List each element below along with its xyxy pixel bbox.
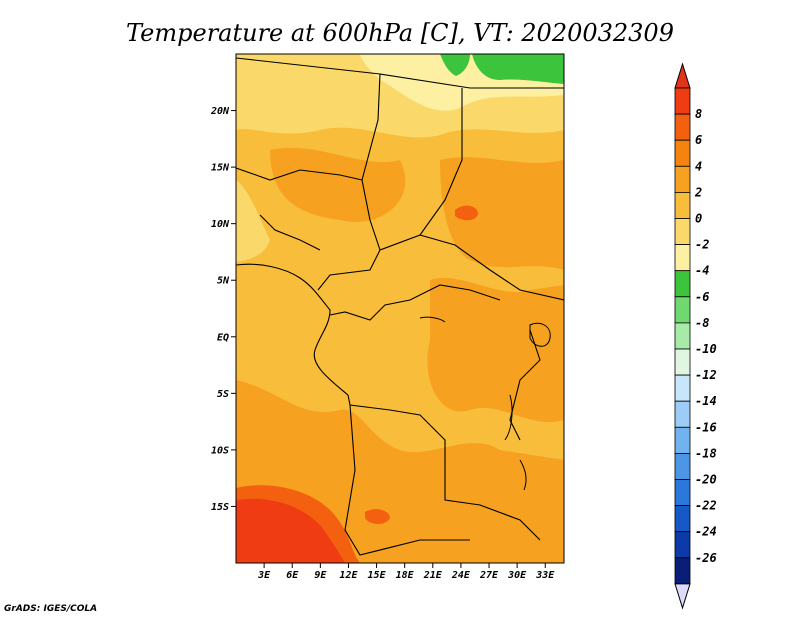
- colorbar-segment: [674, 191, 691, 219]
- colorbar-segment: [674, 426, 691, 454]
- lat-tick-label: 20N: [210, 106, 230, 117]
- colorbar-label: -8: [695, 316, 709, 330]
- lakes: [419, 316, 551, 491]
- temperature-field: [236, 54, 564, 563]
- lat-tick-label: 10S: [211, 445, 229, 456]
- field-band-warm-west: [270, 147, 406, 222]
- colorbar-segment: [674, 479, 691, 507]
- lon-tick-label: 3E: [257, 570, 271, 581]
- colorbar-segment: [674, 505, 691, 533]
- colorbar-bottom-arrow: [674, 583, 691, 610]
- colorbar-segment: [674, 452, 691, 480]
- grads-credit: GrADS: IGES/COLA: [4, 604, 98, 614]
- lon-tick-label: 12E: [339, 570, 358, 581]
- colorbar-segment: [674, 165, 691, 193]
- field-band-warm-northeast: [440, 157, 564, 270]
- longitude-ticks: 3E 6E 9E 12E 15E 18E 21E 24E 27E 30E 33E: [257, 563, 555, 581]
- field-hottest-southwest: [236, 498, 345, 563]
- colorbar-segment: [674, 139, 691, 167]
- colorbar-top-arrow: [674, 62, 691, 89]
- colorbar: [674, 62, 691, 610]
- colorbar-label: -24: [695, 525, 717, 539]
- lat-tick-label: 5S: [217, 389, 229, 400]
- colorbar-segment: [674, 87, 691, 115]
- figure-title: Temperature at 600hPa [C], VT: 202003230…: [126, 19, 674, 47]
- colorbar-segment: [674, 244, 691, 272]
- lon-tick-label: 6E: [286, 570, 299, 581]
- lat-tick-label: 10N: [211, 219, 230, 230]
- colorbar-label: -2: [695, 238, 709, 252]
- lon-tick-label: 15E: [368, 570, 387, 581]
- colorbar-segment: [674, 348, 691, 376]
- colorbar-label: -12: [695, 368, 717, 382]
- colorbar-segment: [674, 296, 691, 324]
- lat-tick-label: 15S: [211, 502, 229, 513]
- lon-tick-label: 21E: [423, 570, 443, 581]
- field-cold-patch-1: [440, 54, 470, 76]
- lat-tick-label: 5N: [217, 276, 230, 287]
- colorbar-label: 8: [695, 107, 702, 121]
- lon-tick-label: 18E: [396, 570, 415, 581]
- field-cold-patch-2: [472, 54, 564, 84]
- colorbar-label: 6: [695, 133, 702, 147]
- colorbar-label: 4: [695, 159, 702, 173]
- colorbar-segment: [674, 113, 691, 141]
- colorbar-segment: [674, 557, 691, 585]
- field-hot-spot-south: [365, 509, 390, 524]
- colorbar-label: -10: [695, 342, 717, 356]
- colorbar-label: -20: [695, 473, 717, 487]
- colorbar-label: -22: [695, 499, 717, 513]
- colorbar-label: -26: [695, 551, 717, 565]
- latitude-ticks: 20N 15N 10N 5N EQ 5S 10S 15S: [210, 106, 236, 513]
- colorbar-segment: [674, 218, 691, 246]
- colorbar-labels: 8 6 4 2 0 -2 -4 -6 -8 -10 -12 -14 -16 -18 -20 -22 -24 -26: [694, 107, 717, 565]
- colorbar-segment: [674, 322, 691, 350]
- country-borders: [236, 57, 564, 556]
- colorbar-label: -4: [695, 264, 709, 278]
- map-frame: [235, 53, 565, 564]
- colorbar-segment: [674, 400, 691, 428]
- colorbar-label: -6: [695, 290, 709, 304]
- field-band-warm-east: [427, 277, 564, 423]
- colorbar-label: -18: [695, 446, 717, 460]
- lon-tick-label: 30E: [507, 570, 527, 581]
- colorbar-label: 2: [694, 185, 702, 199]
- colorbar-label: -14: [695, 394, 717, 408]
- field-hot-spot-central: [455, 205, 478, 221]
- colorbar-segment: [674, 374, 691, 402]
- field-cool-coast: [236, 180, 270, 262]
- lon-tick-label: 9E: [314, 570, 327, 581]
- colorbar-label: 0: [695, 212, 702, 226]
- colorbar-label: -16: [695, 420, 717, 434]
- lon-tick-label: 27E: [479, 570, 499, 581]
- lon-tick-label: 24E: [451, 570, 471, 581]
- colorbar-segment: [674, 270, 691, 298]
- lon-tick-label: 33E: [535, 570, 555, 581]
- lat-tick-label: EQ: [217, 332, 229, 343]
- lat-tick-label: 15N: [211, 163, 230, 174]
- colorbar-segment: [674, 531, 691, 559]
